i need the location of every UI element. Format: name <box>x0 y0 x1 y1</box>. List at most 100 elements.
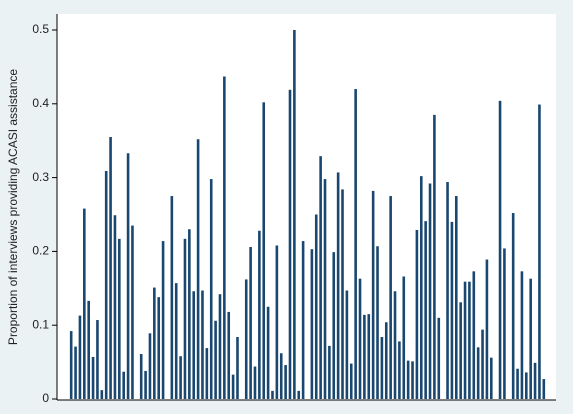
bar <box>463 281 467 399</box>
bar <box>428 183 432 399</box>
bar <box>319 156 322 399</box>
bar <box>69 331 73 399</box>
bar <box>446 182 449 399</box>
bar <box>293 30 296 399</box>
bar <box>113 215 117 399</box>
bar <box>406 360 410 399</box>
bar <box>476 347 480 399</box>
bar <box>371 190 375 399</box>
bar <box>284 365 287 399</box>
bar <box>437 317 441 399</box>
y-tick-label: 0.1 <box>32 317 49 331</box>
bar <box>489 357 493 399</box>
bar <box>131 225 134 399</box>
y-tick-label: 0.3 <box>32 170 49 184</box>
y-tick-label: 0 <box>42 391 49 405</box>
bar <box>433 114 436 400</box>
bar <box>161 241 165 399</box>
bar <box>253 366 257 399</box>
bar <box>498 100 502 400</box>
bar <box>542 379 546 399</box>
bar <box>236 337 239 399</box>
bar <box>529 278 532 399</box>
bar <box>511 213 515 399</box>
bar <box>122 371 126 399</box>
bar <box>144 370 147 399</box>
bar <box>214 320 217 399</box>
bar <box>345 290 349 399</box>
bar <box>258 230 261 399</box>
bar <box>454 196 458 399</box>
bar <box>538 104 541 400</box>
bar <box>398 341 401 399</box>
bar <box>520 271 524 399</box>
bar <box>126 153 130 399</box>
bar <box>275 245 279 399</box>
bar <box>74 346 77 399</box>
bar <box>323 179 327 399</box>
bar <box>205 348 209 399</box>
bar <box>157 297 161 399</box>
bar <box>271 390 274 399</box>
bar <box>262 102 266 399</box>
bar <box>153 287 156 399</box>
bar <box>231 374 235 399</box>
bar <box>78 315 82 399</box>
bar <box>367 314 371 399</box>
bar <box>314 214 318 399</box>
bar <box>91 356 95 399</box>
bar <box>297 390 301 399</box>
bar <box>389 196 392 399</box>
bar <box>109 137 112 399</box>
y-axis-label: Proportion of interviews providing ACASI… <box>6 69 20 345</box>
bar <box>179 356 182 399</box>
bar <box>332 252 336 399</box>
bar <box>336 172 340 399</box>
bar <box>188 229 191 399</box>
bar <box>349 363 353 399</box>
bar <box>481 329 484 399</box>
bar <box>450 221 454 399</box>
bar <box>358 278 362 399</box>
bar <box>472 271 476 399</box>
bar <box>227 311 231 399</box>
bar <box>170 196 174 399</box>
bar <box>104 170 108 399</box>
bar <box>363 314 366 399</box>
bar <box>328 345 331 399</box>
bar <box>148 333 152 399</box>
bar <box>459 302 462 399</box>
bar <box>525 372 528 399</box>
bar <box>380 337 384 399</box>
bar <box>83 208 86 399</box>
bar <box>209 179 213 399</box>
bar <box>424 221 427 399</box>
bar <box>468 281 471 399</box>
bar <box>183 238 187 399</box>
bar <box>419 176 423 399</box>
bar <box>223 76 226 399</box>
y-tick-label: 0.4 <box>32 96 49 110</box>
bar <box>96 320 99 399</box>
bar <box>354 89 357 399</box>
bar <box>87 300 90 399</box>
bar <box>244 279 248 399</box>
y-tick-label: 0.5 <box>32 22 49 36</box>
bar <box>218 294 222 399</box>
bar <box>174 283 178 399</box>
bar <box>341 189 344 399</box>
y-tick-label: 0.2 <box>32 244 49 258</box>
bar <box>288 89 292 399</box>
bar <box>533 362 537 399</box>
bar <box>402 276 406 399</box>
bar <box>503 248 506 399</box>
bar <box>139 353 143 399</box>
bar <box>393 291 397 399</box>
bar <box>485 259 489 399</box>
bar <box>249 246 252 399</box>
bar <box>196 139 200 399</box>
bar <box>516 368 519 399</box>
bar <box>301 241 305 399</box>
